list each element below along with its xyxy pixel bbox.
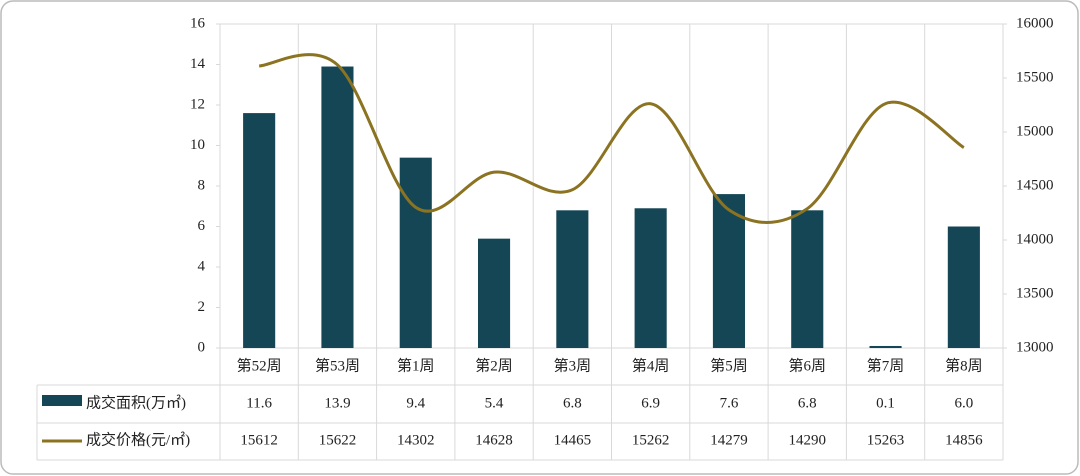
x-tick-label: 第5周: [710, 356, 748, 374]
bar: [321, 66, 354, 349]
x-tick-label: 第2周: [475, 356, 513, 374]
bar: [712, 194, 746, 348]
legend-label: 成交面积(万㎡): [86, 393, 186, 411]
y-tick-label: 16: [190, 15, 206, 31]
table-value: 5.4: [485, 395, 504, 411]
table-value: 7.6: [720, 395, 739, 411]
bar: [947, 226, 980, 348]
y2-tick-label: 14500: [1016, 177, 1054, 193]
table-value: 6.8: [798, 395, 817, 411]
table-value: 15612: [240, 432, 278, 448]
y2-tick-label: 13500: [1016, 285, 1054, 301]
table-value: 15622: [319, 432, 357, 448]
bar: [634, 208, 667, 348]
y-tick-label: 0: [198, 339, 206, 355]
table-value: 15262: [632, 432, 670, 448]
legend-label: 成交价格(元/㎡): [86, 430, 190, 448]
table-value: 13.9: [324, 395, 350, 411]
bar: [399, 157, 432, 348]
table-value: 11.6: [246, 395, 272, 411]
y-tick-label: 12: [190, 96, 205, 112]
y-tick-label: 14: [190, 56, 206, 72]
x-tick-label: 第52周: [237, 356, 282, 374]
bar: [556, 210, 589, 348]
y2-tick-label: 15500: [1016, 69, 1054, 85]
line: [258, 53, 965, 224]
table-value: 9.4: [406, 395, 425, 411]
table-value: 6.9: [641, 395, 660, 411]
x-tick-label: 第1周: [397, 356, 435, 374]
y-tick-label: 8: [198, 177, 206, 193]
x-tick-label: 第53周: [315, 356, 360, 374]
table-value: 14302: [397, 432, 435, 448]
table-value: 6.8: [563, 395, 582, 411]
y2-tick-label: 15000: [1016, 123, 1054, 139]
x-tick-label: 第6周: [788, 356, 826, 374]
y2-tick-label: 14000: [1016, 231, 1054, 247]
legend-swatch: [42, 395, 82, 406]
table-value: 14279: [710, 432, 748, 448]
y-tick-label: 4: [198, 258, 206, 274]
table-value: 14465: [554, 432, 592, 448]
bar: [243, 113, 276, 348]
y2-tick-label: 16000: [1016, 15, 1054, 31]
x-tick-label: 第3周: [554, 356, 592, 374]
x-tick-label: 第7周: [867, 356, 905, 374]
y-tick-label: 2: [198, 299, 206, 315]
table-value: 14628: [475, 432, 513, 448]
y2-tick-label: 13000: [1016, 339, 1054, 355]
bar: [791, 210, 824, 348]
x-tick-label: 第4周: [632, 356, 670, 374]
x-tick-label: 第8周: [945, 356, 983, 374]
table-value: 14290: [789, 432, 827, 448]
table-value: 6.0: [954, 395, 973, 411]
y-tick-label: 10: [190, 137, 205, 153]
table-value: 14856: [945, 432, 983, 448]
bar: [477, 238, 511, 348]
y-tick-label: 6: [198, 218, 206, 234]
table-value: 15263: [867, 432, 905, 448]
table-value: 0.1: [876, 395, 895, 411]
bar: [869, 345, 902, 348]
